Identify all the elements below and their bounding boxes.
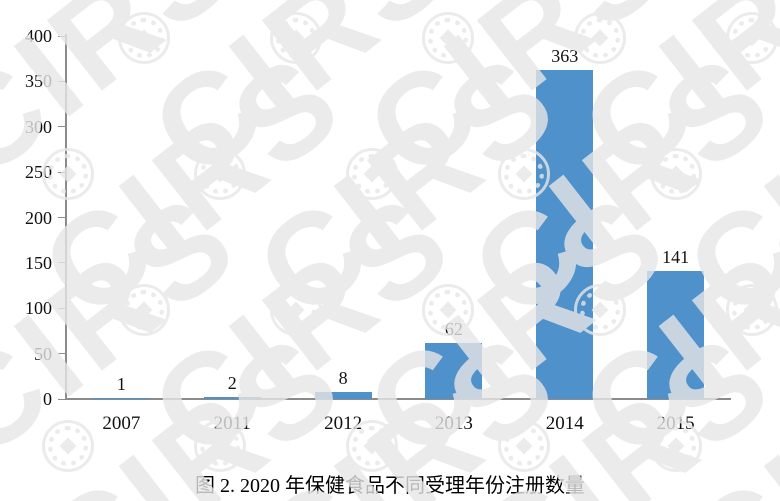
y-axis-tick — [58, 398, 66, 400]
bar — [425, 342, 483, 399]
y-tick-label: 400 — [25, 26, 52, 46]
y-axis-tick — [58, 171, 66, 173]
bar-value-label: 1 — [116, 374, 126, 395]
y-axis-tick — [58, 126, 66, 128]
x-tick-label: 2012 — [324, 413, 363, 434]
y-tick-label: 100 — [25, 298, 52, 319]
y-axis-tick — [58, 217, 66, 218]
x-tick-label: 2013 — [434, 413, 473, 434]
y-axis-tick — [58, 262, 66, 264]
bar-value-label: 2 — [227, 373, 237, 394]
x-tick-label: 2007 — [102, 413, 141, 434]
y-tick-label: 350 — [25, 71, 52, 92]
chart-caption: 图 2. 2020 年保健食品不同受理年份注册数量 — [195, 475, 585, 497]
y-axis-tick — [58, 80, 66, 82]
x-tick-label: 2015 — [656, 413, 695, 434]
x-tick-label: 2011 — [213, 413, 251, 434]
y-axis-tick — [58, 35, 66, 37]
x-axis-line — [65, 398, 731, 400]
y-tick-label: 50 — [34, 343, 52, 364]
y-axis-tick — [58, 307, 66, 309]
y-tick-label: 0 — [43, 389, 52, 409]
bar — [203, 397, 261, 399]
y-tick-label: 250 — [25, 162, 52, 183]
x-tick-label: 2014 — [545, 413, 584, 434]
bar — [314, 391, 372, 399]
bar-value-label: 8 — [338, 367, 348, 388]
bar — [92, 398, 150, 400]
y-axis-line — [65, 34, 67, 400]
y-tick-label: 200 — [25, 207, 52, 228]
bar-value-label: 62 — [444, 318, 463, 339]
bar — [536, 69, 594, 399]
bar — [647, 271, 705, 399]
bar-value-label: 363 — [551, 45, 579, 66]
y-tick-label: 150 — [25, 252, 52, 273]
y-axis-tick — [58, 353, 66, 355]
bar-value-label: 141 — [662, 247, 690, 268]
y-tick-label: 300 — [25, 116, 52, 137]
